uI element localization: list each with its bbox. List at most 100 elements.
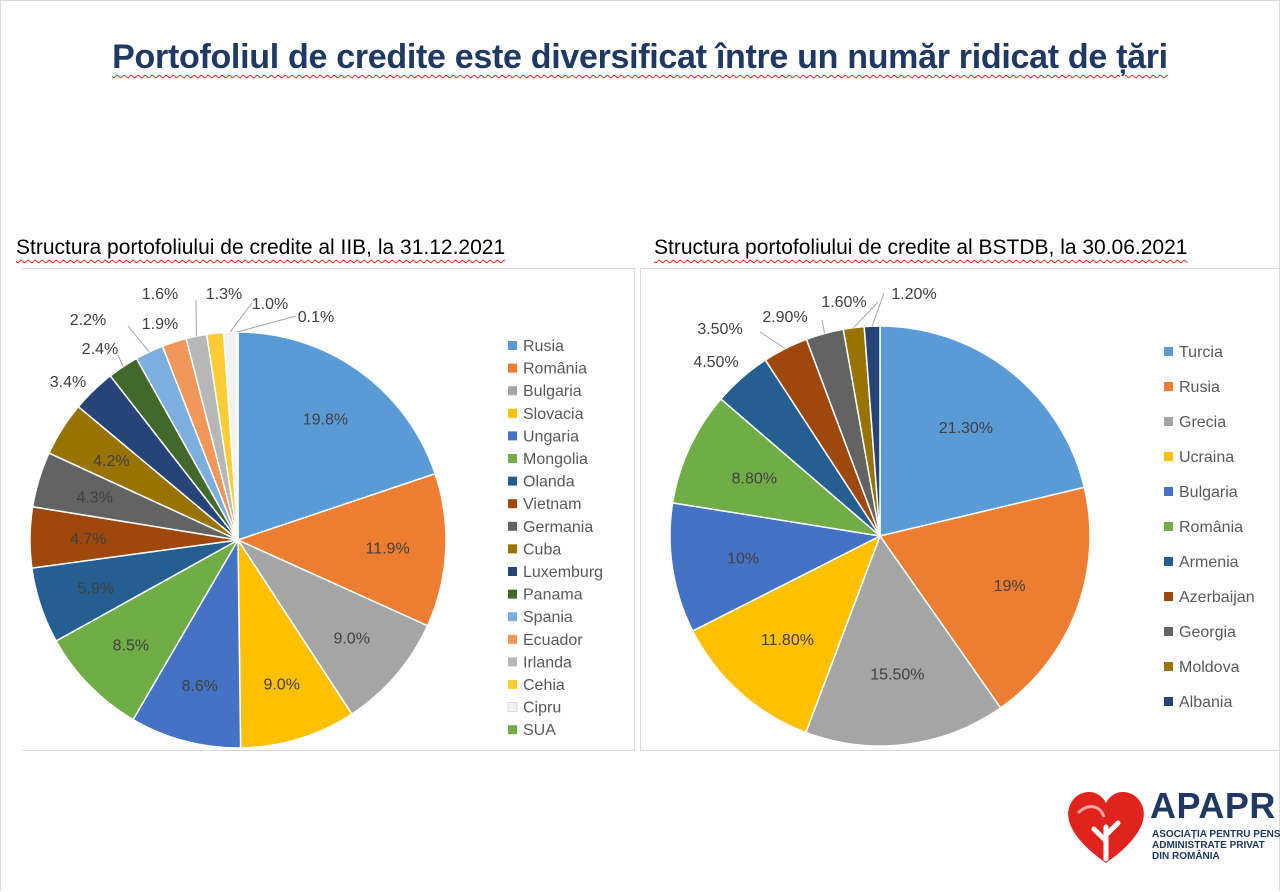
legend-item: Vietnam	[508, 496, 581, 513]
data-label: 15.50%	[870, 667, 924, 684]
data-label: 9.0%	[263, 676, 299, 693]
legend-swatch	[508, 634, 517, 644]
logo-name: APAPR	[1150, 785, 1276, 826]
legend-label: Irlanda	[523, 654, 572, 671]
apapr-logo: APAPR ASOCIAȚIA PENTRU PENSIILE ADMINIST…	[1064, 783, 1280, 867]
data-label: 19%	[994, 578, 1026, 595]
leader-line	[127, 325, 150, 353]
legend-label: Bulgaria	[523, 383, 582, 400]
legend-swatch	[507, 702, 518, 713]
legend-label: Turcia	[1179, 344, 1223, 361]
legend-item: România	[508, 361, 587, 378]
data-label: 5.9%	[78, 580, 114, 597]
logo-subtitle: ASOCIAȚIA PENTRU PENSIILE ADMINISTRATE P…	[1152, 829, 1280, 862]
leader-line	[821, 319, 826, 334]
legend-item: Armenia	[1164, 554, 1239, 571]
pie-slice-românia	[671, 397, 883, 538]
pie-slice-bulgaria	[669, 502, 883, 632]
legend-label: Azerbaijan	[1179, 589, 1255, 606]
legend-swatch	[508, 725, 517, 735]
legend-item: Panama	[508, 587, 583, 604]
data-label: 1.0%	[252, 296, 288, 313]
pie-slice-slovacia	[237, 537, 353, 749]
legend-label: Panama	[523, 587, 583, 604]
legend-swatch	[508, 499, 517, 509]
legend-swatch	[1164, 487, 1173, 496]
legend-item: Bulgaria	[508, 383, 582, 400]
legend-item: Rusia	[1164, 379, 1220, 396]
legend-swatch	[1164, 557, 1173, 566]
pie-slice-turcia	[879, 325, 1086, 537]
legend-bstdb: Turcia Rusia Grecia Ucraina Bulgaria România A…	[1164, 344, 1255, 711]
data-label: 1.6%	[142, 286, 178, 303]
chart-title-iib: Structura portofoliului de credite al II…	[16, 236, 506, 259]
legend-label: Mongolia	[523, 451, 588, 468]
data-label: 4.3%	[76, 489, 112, 506]
pie-slice-ucraina	[691, 534, 882, 734]
legend-item: Bulgaria	[1164, 484, 1238, 501]
heart-tree-icon	[1068, 791, 1144, 863]
legend-label: România	[523, 361, 587, 378]
legend-swatch	[508, 612, 517, 622]
pie-chart-iib: 19.8% 11.9% 9.0% 9.0% 8.6% 8.5% 5.9% 4.7% 4.3% 4.…	[29, 286, 447, 749]
legend-swatch	[508, 680, 517, 689]
data-label: 21.30%	[939, 420, 993, 437]
data-label: 4.7%	[70, 531, 106, 548]
data-label: 3.4%	[50, 374, 86, 391]
logo-subtitle-line: ASOCIAȚIA PENTRU PENSIILE	[1152, 829, 1280, 840]
pie-slice-bulgaria	[235, 538, 429, 716]
data-label: 8.6%	[182, 678, 218, 695]
data-label: 2.2%	[70, 312, 106, 329]
legend-swatch	[508, 341, 517, 350]
pie-slice-albania	[863, 325, 881, 537]
legend-item: Albania	[1164, 694, 1232, 711]
pie-slice-rusia	[237, 331, 437, 542]
chart-panel-iib	[22, 268, 635, 751]
data-label: 1.3%	[206, 286, 242, 303]
pie-slice-rusia	[878, 486, 1091, 709]
chart-title-bstdb: Structura portofoliului de credite al BS…	[654, 236, 1188, 259]
legend-label: Cehia	[523, 677, 565, 694]
legend-swatch	[1164, 452, 1173, 461]
legend-item: Georgia	[1164, 624, 1236, 641]
data-label: 19.8%	[303, 411, 348, 428]
legend-item: Cehia	[508, 677, 565, 694]
legend-label: Vietnam	[523, 496, 581, 513]
legend-item: Azerbaijan	[1164, 589, 1255, 606]
chart-panel-bstdb	[640, 268, 1279, 751]
legend-label: Rusia	[523, 338, 564, 355]
legend-label: Ungaria	[523, 428, 579, 445]
leader-line	[871, 292, 885, 327]
legend-swatch	[1164, 662, 1173, 671]
legend-swatch	[508, 521, 517, 531]
pie-slice-românia	[235, 472, 447, 627]
legend-swatch	[1164, 347, 1173, 356]
legend-item: Ucraina	[1164, 449, 1234, 466]
data-label: 11.9%	[366, 541, 410, 558]
data-label: 0.1%	[298, 309, 334, 326]
data-label: 9.0%	[333, 630, 369, 647]
legend-label: Rusia	[1179, 379, 1220, 396]
legend-item: Luxemburg	[508, 564, 603, 581]
legend-item: România	[1164, 519, 1243, 536]
legend-label: Slovacia	[523, 406, 584, 423]
leader-line	[229, 302, 253, 333]
legend-swatch	[508, 589, 517, 599]
legend-swatch	[1164, 627, 1173, 636]
legend-item: Germania	[508, 519, 593, 536]
legend-item: Slovacia	[508, 406, 584, 423]
data-label: 8.80%	[732, 471, 777, 488]
legend-label: Albania	[1179, 694, 1232, 711]
legend-swatch	[508, 657, 517, 667]
legend-swatch	[1164, 417, 1173, 426]
legend-swatch	[508, 454, 517, 463]
data-label: 4.50%	[693, 354, 738, 371]
pie-slice-ungaria	[132, 537, 242, 749]
legend-item: Spania	[508, 609, 573, 626]
legend-item: Ungaria	[508, 428, 579, 445]
legend-swatch	[508, 544, 517, 554]
legend-item: Turcia	[1164, 344, 1223, 361]
data-label: 3.50%	[697, 321, 742, 338]
data-label: 1.60%	[821, 294, 866, 311]
